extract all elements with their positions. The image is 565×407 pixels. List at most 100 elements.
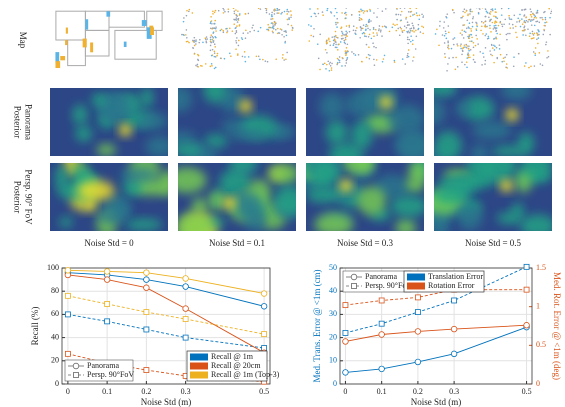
map-point (256, 55, 258, 57)
map-point (276, 8, 278, 10)
map-point (542, 19, 544, 21)
map-point (186, 37, 188, 39)
map-point (408, 56, 410, 58)
map-point (451, 5, 453, 7)
map-point (475, 45, 477, 47)
map-point (375, 47, 377, 49)
map-point (476, 38, 478, 40)
map-point (373, 12, 375, 14)
map-point (339, 62, 341, 64)
map-point (416, 15, 418, 17)
map-point (546, 21, 548, 23)
map-point (466, 10, 468, 12)
map-point (391, 27, 393, 29)
heatmap-blob (326, 120, 348, 144)
map-point (444, 56, 446, 58)
map-point (365, 29, 367, 31)
y2-axis-label: Med. Rot. Error @ <1m (deg) (552, 272, 562, 380)
map-point (548, 8, 550, 10)
map-point (418, 24, 420, 26)
map-point (519, 14, 521, 16)
map-point (369, 19, 371, 21)
map-point (408, 49, 410, 51)
map-point (476, 7, 478, 9)
map-point (360, 18, 362, 20)
map-point (373, 27, 375, 29)
map-point (280, 13, 282, 15)
map-point (283, 31, 285, 33)
map-point (336, 47, 338, 49)
map-point (288, 18, 290, 20)
marker (452, 298, 457, 303)
map-point (539, 17, 541, 19)
marker (451, 351, 457, 357)
map-point (248, 13, 250, 15)
map-point (186, 41, 188, 43)
marker (415, 359, 421, 365)
map-point (418, 19, 420, 21)
map-point (509, 18, 511, 20)
map-point (474, 61, 476, 63)
marker (144, 277, 150, 283)
map-point (366, 24, 368, 26)
map-point (484, 35, 486, 37)
map-point (285, 31, 287, 33)
map-point (239, 25, 241, 27)
map-point (185, 34, 187, 36)
map-point (248, 56, 250, 58)
map-point (335, 8, 337, 10)
map-point (215, 30, 217, 32)
map-point (201, 65, 203, 67)
posterior-heatmap (306, 82, 431, 166)
map-point (472, 22, 474, 24)
map-point (260, 8, 262, 10)
heatmap-blob (138, 113, 169, 129)
map-point (462, 49, 464, 51)
map-point (404, 63, 406, 65)
map-point (360, 9, 362, 11)
map-point (325, 68, 327, 70)
map-point (530, 19, 532, 21)
map-image (308, 4, 425, 71)
map-point (210, 66, 212, 68)
map-point (503, 60, 505, 62)
map-point (181, 34, 183, 36)
map-point (336, 26, 338, 28)
map-point (462, 11, 464, 13)
map-point (235, 27, 237, 29)
map-point (501, 14, 503, 16)
map-point (544, 22, 546, 24)
map-point (475, 22, 477, 24)
map-point (537, 33, 539, 35)
map-point (336, 18, 338, 20)
map-point (493, 62, 495, 64)
map-point (411, 22, 413, 24)
map-point (469, 56, 471, 58)
map-point (534, 53, 536, 55)
map-point (340, 41, 342, 43)
map-point (226, 28, 228, 30)
heatmap-blob (491, 146, 528, 157)
map-point (394, 61, 396, 63)
map-point (244, 13, 246, 15)
map-point (502, 26, 504, 28)
map-point (535, 47, 537, 49)
map-point (407, 55, 409, 57)
posterior-heatmap (295, 152, 430, 237)
map-point (500, 21, 502, 23)
map-point (523, 27, 525, 29)
marker (65, 351, 70, 356)
map-point (205, 40, 207, 42)
map-point (384, 55, 386, 57)
map-point (489, 25, 491, 27)
map-point (445, 33, 447, 35)
map-point (470, 30, 472, 32)
map-point (359, 17, 361, 19)
map-point (241, 37, 243, 39)
map-point (468, 27, 470, 29)
map-point (479, 8, 481, 10)
map-point (472, 18, 474, 20)
map-point (310, 35, 312, 37)
map-point (347, 51, 349, 53)
map-point (342, 32, 344, 34)
